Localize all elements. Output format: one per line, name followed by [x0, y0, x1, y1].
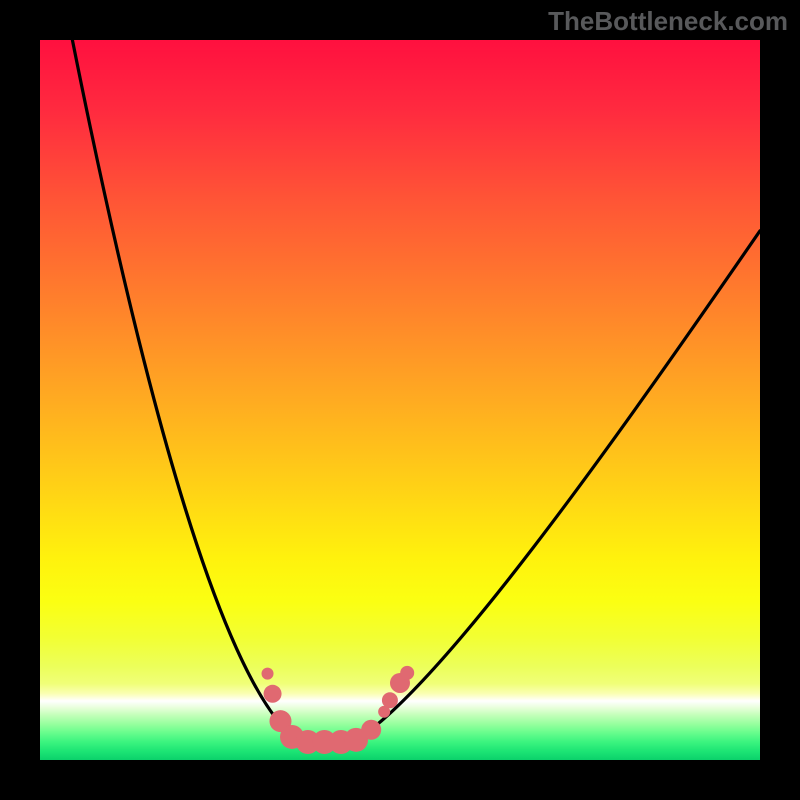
data-markers [40, 40, 760, 760]
plot-area [40, 40, 760, 760]
chart-stage: TheBottleneck.com [0, 0, 800, 800]
data-marker [264, 685, 282, 703]
data-marker [361, 720, 381, 740]
watermark-text: TheBottleneck.com [548, 6, 788, 37]
data-marker [400, 666, 414, 680]
data-marker [262, 668, 274, 680]
data-marker [382, 692, 398, 708]
